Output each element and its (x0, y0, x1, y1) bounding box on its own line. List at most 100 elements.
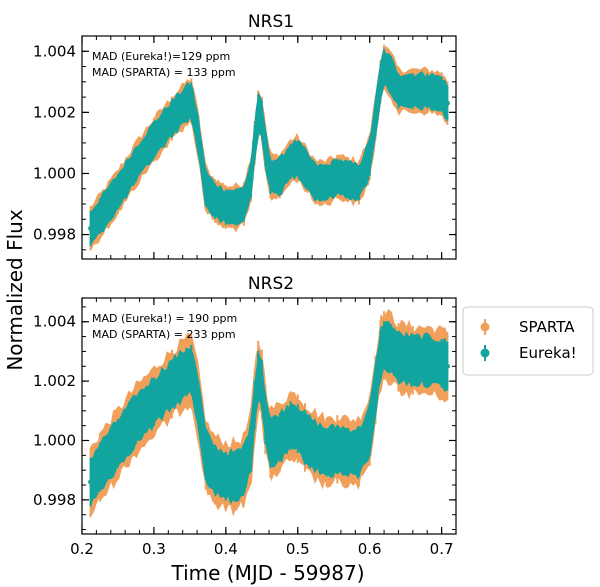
data-point-eureka (255, 372, 261, 378)
data-point-eureka (356, 449, 362, 455)
data-point-eureka (367, 429, 373, 435)
data-point-eureka (410, 88, 416, 94)
plot-frame (81, 297, 457, 535)
data-point-eureka (372, 387, 378, 393)
x-tick-label: 0.6 (358, 540, 382, 558)
plot-area (88, 44, 450, 251)
data-point-eureka (439, 360, 445, 366)
data-point-eureka (267, 440, 273, 446)
data-point-eureka (234, 204, 240, 210)
data-point-eureka (133, 161, 139, 167)
data-point-eureka (115, 189, 121, 195)
data-point-eureka (223, 473, 229, 479)
data-point-eureka (345, 177, 351, 183)
data-point-eureka (377, 79, 383, 85)
data-point-eureka (115, 440, 121, 446)
panel-title: NRS1 (248, 12, 294, 32)
x-tick-label: 0.3 (142, 540, 166, 558)
plot-frame (81, 35, 457, 260)
data-point-eureka (259, 381, 265, 387)
mad-eureka-annotation: MAD (Eureka!)=129 ppm (92, 50, 230, 63)
legend-entry-sparta: SPARTA (480, 318, 575, 336)
mad-sparta-annotation: MAD (SPARTA) = 133 ppm (92, 66, 236, 79)
legend-label-sparta: SPARTA (519, 318, 575, 336)
data-point-eureka (313, 180, 319, 186)
data-point-eureka (381, 64, 387, 70)
data-point-eureka (367, 155, 373, 161)
mad-sparta-annotation: MAD (SPARTA) = 233 ppm (92, 328, 236, 341)
y-axis-label: Normalized Flux (3, 209, 27, 371)
data-point-eureka (196, 134, 202, 140)
data-point-eureka (395, 88, 401, 94)
data-point-eureka (188, 97, 194, 103)
data-point-eureka (196, 402, 202, 408)
data-point-eureka (295, 426, 301, 432)
data-point-eureka (169, 381, 175, 387)
y-tick-label: 1.004 (33, 42, 76, 60)
x-axis-label: Time (MJD - 59987) (170, 561, 364, 585)
y-tick-label: 1.000 (33, 431, 76, 449)
data-point-eureka (372, 115, 378, 121)
data-point-eureka (439, 91, 445, 97)
data-point-eureka (97, 464, 103, 470)
data-point-eureka (302, 435, 308, 441)
mad-eureka-annotation: MAD (Eureka!) = 190 ppm (92, 312, 237, 325)
data-point-eureka (288, 158, 294, 164)
data-point-eureka (262, 146, 268, 152)
panel-nrs2: NRS2 0.998 1.000 1.002 1.004 0.2 0.3 0.4 0.5 0.6… (33, 274, 457, 558)
data-point-eureka (88, 479, 94, 485)
data-point-eureka (151, 399, 157, 405)
legend-box (462, 306, 594, 376)
data-point-eureka (262, 417, 268, 423)
data-point-eureka (212, 198, 218, 204)
legend: SPARTA Eureka! (462, 306, 594, 376)
data-point-eureka (345, 449, 351, 455)
data-point-eureka (410, 357, 416, 363)
data-point-eureka (255, 109, 261, 115)
data-point-eureka (267, 174, 273, 180)
data-point-eureka (252, 402, 258, 408)
data-point-eureka (395, 354, 401, 360)
data-point-eureka (169, 115, 175, 121)
data-point-eureka (288, 423, 294, 429)
data-point-eureka (324, 449, 330, 455)
data-point-eureka (424, 357, 430, 363)
data-point-eureka (388, 345, 394, 351)
data-point-eureka (241, 467, 247, 473)
data-point-eureka (377, 351, 383, 357)
data-point-eureka (356, 180, 362, 186)
data-point-eureka (188, 366, 194, 372)
data-point-eureka (133, 417, 139, 423)
x-tick-label: 0.5 (286, 540, 310, 558)
data-point-eureka (151, 137, 157, 143)
data-point-eureka (183, 100, 189, 106)
x-tick-label: 0.2 (70, 540, 94, 558)
panel-nrs1: NRS1 0.998 1.000 1.002 1.004 MAD (Eureka!)=… (33, 12, 457, 260)
data-point-eureka (444, 363, 450, 369)
series-band-eureka (89, 321, 448, 506)
data-point-eureka (203, 452, 209, 458)
y-tick-label: 1.002 (33, 372, 76, 390)
panel-title: NRS2 (248, 274, 294, 294)
data-point-eureka (444, 100, 450, 106)
data-point-eureka (252, 140, 258, 146)
data-point-eureka (302, 164, 308, 170)
data-point-eureka (183, 369, 189, 375)
x-tick-label: 0.7 (430, 540, 454, 558)
data-point-eureka (381, 342, 387, 348)
data-point-eureka (248, 443, 254, 449)
plot-area (88, 308, 450, 519)
y-tick-label: 0.998 (33, 226, 76, 244)
data-point-eureka (223, 204, 229, 210)
legend-entry-eureka: Eureka! (480, 344, 577, 362)
data-point-eureka (295, 155, 301, 161)
data-point-eureka (248, 177, 254, 183)
data-point-eureka (97, 213, 103, 219)
data-point-eureka (241, 201, 247, 207)
data-point-eureka (334, 174, 340, 180)
x-tick-label: 0.4 (214, 540, 238, 558)
legend-marker-eureka (480, 348, 490, 358)
data-point-eureka (88, 225, 94, 231)
data-point-eureka (212, 467, 218, 473)
